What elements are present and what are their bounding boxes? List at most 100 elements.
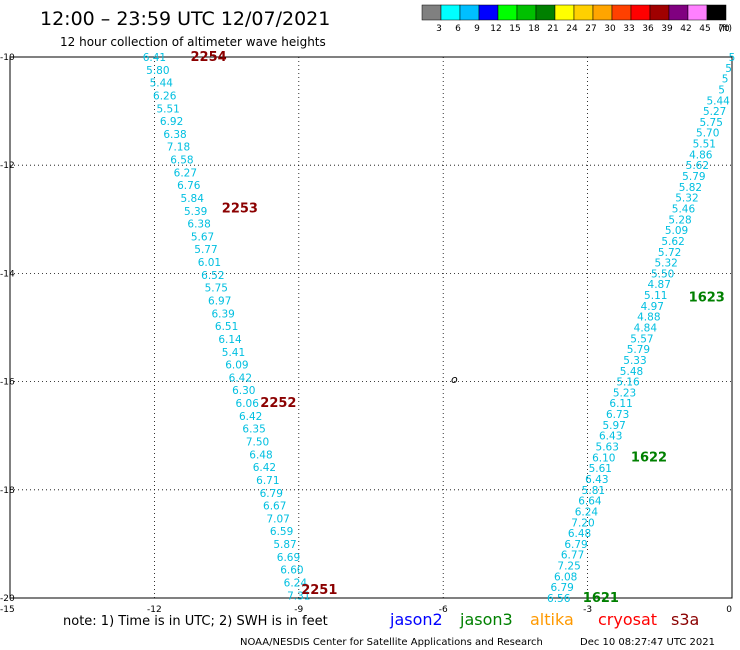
colorbar-swatch bbox=[554, 4, 575, 21]
swh-value: 5 bbox=[725, 63, 732, 75]
colorbar-label: 30 bbox=[604, 24, 616, 34]
swh-value: 6.06 bbox=[236, 398, 260, 410]
swh-value: 5.75 bbox=[700, 117, 723, 129]
swh-value: 6.43 bbox=[585, 474, 608, 486]
swh-value: 7.07 bbox=[266, 513, 289, 525]
colorbar-label: 27 bbox=[585, 24, 596, 34]
swh-value: 6.26 bbox=[153, 90, 177, 102]
swh-value: 6.92 bbox=[160, 116, 183, 128]
swh-value: 5.51 bbox=[693, 139, 716, 151]
swh-value: 6.38 bbox=[163, 129, 186, 141]
swh-value: 6.01 bbox=[198, 257, 221, 269]
swh-value: 6.43 bbox=[599, 431, 622, 443]
swh-value: 5.51 bbox=[156, 103, 179, 115]
swh-value: 6.42 bbox=[253, 462, 276, 474]
time-label: 1621 bbox=[583, 591, 619, 606]
colorbar-swatch bbox=[611, 4, 632, 21]
swh-value: 6.35 bbox=[242, 424, 265, 436]
swh-value: 6.56 bbox=[547, 593, 571, 605]
swh-value: 4.86 bbox=[689, 149, 713, 161]
time-label: 2254 bbox=[191, 50, 227, 65]
swh-value: 5.39 bbox=[184, 206, 207, 218]
colorbar-label: 39 bbox=[661, 24, 673, 34]
y-tick-label: -16 bbox=[0, 378, 15, 388]
colorbar-label: 15 bbox=[509, 24, 520, 34]
satellite-legend: jason2 jason3 altika cryosat s3a bbox=[389, 610, 699, 629]
swh-value: 6.14 bbox=[218, 334, 242, 346]
swh-value: 6.24 bbox=[284, 577, 308, 589]
colorbar-swatch bbox=[440, 4, 461, 21]
swh-value: 5.79 bbox=[627, 344, 650, 356]
colorbar-label: 18 bbox=[528, 24, 540, 34]
y-tick-label: -20 bbox=[0, 594, 15, 604]
swh-value: 5.82 bbox=[679, 182, 702, 194]
swh-value: 6.09 bbox=[225, 360, 248, 372]
swh-value: 5.75 bbox=[205, 283, 228, 295]
swh-value: 5.57 bbox=[630, 333, 653, 345]
swh-value: 5.87 bbox=[273, 539, 296, 551]
swh-value: 5.28 bbox=[668, 214, 691, 226]
colorbar-swatch bbox=[573, 4, 594, 21]
colorbar-legend: 3 6 9 12 15 18 21 24 27 30 33 36 39 42 45 70(ft) bbox=[421, 4, 732, 34]
satellite-jason2: jason2 bbox=[389, 610, 443, 629]
time-label: 1622 bbox=[631, 450, 667, 465]
colorbar-label: 24 bbox=[566, 24, 578, 34]
swh-value: 6.71 bbox=[256, 475, 279, 487]
swh-value: 6.77 bbox=[561, 550, 584, 562]
swh-value: 6.64 bbox=[578, 496, 602, 508]
swh-value: 6.73 bbox=[606, 409, 629, 421]
swh-value: 6.76 bbox=[177, 180, 201, 192]
colorbar-swatch bbox=[497, 4, 518, 21]
swh-value: 6.79 bbox=[260, 488, 283, 500]
swh-value: 5.23 bbox=[613, 387, 636, 399]
colorbar-unit: (ft) bbox=[718, 24, 732, 34]
colorbar-label: 45 bbox=[699, 24, 710, 34]
satellite-cryosat: cryosat bbox=[598, 610, 657, 629]
swh-value: 6.51 bbox=[215, 321, 238, 333]
x-tick-label: -9 bbox=[294, 605, 303, 615]
colorbar-swatch bbox=[592, 4, 613, 21]
swh-value: 6.48 bbox=[568, 528, 591, 540]
swh-value: 5.48 bbox=[620, 366, 643, 378]
x-tick-label: 0 bbox=[726, 605, 732, 615]
satellite-s3a: s3a bbox=[671, 610, 699, 629]
colorbar-swatch bbox=[421, 4, 442, 21]
timestamp-text: Dec 10 08:27:47 UTC 2021 bbox=[580, 637, 715, 648]
swh-value: 7.18 bbox=[167, 142, 190, 154]
swh-value: 7.50 bbox=[246, 436, 269, 448]
credit-text: NOAA/NESDIS Center for Satellite Applica… bbox=[240, 637, 543, 648]
swh-value: 5.50 bbox=[651, 268, 674, 280]
swh-value: 6.30 bbox=[232, 385, 255, 397]
footer-note: note: 1) Time is in UTC; 2) SWH is in fe… bbox=[63, 614, 328, 629]
chart-title: 12:00 – 23:59 UTC 12/07/2021 bbox=[40, 8, 330, 30]
x-tick-label: -12 bbox=[147, 605, 162, 615]
y-tick-label: -18 bbox=[0, 486, 15, 496]
colorbar-label: 12 bbox=[490, 24, 501, 34]
island-marker: o bbox=[451, 373, 458, 386]
swh-value: 5.61 bbox=[589, 463, 612, 475]
swh-value: 5.09 bbox=[665, 225, 688, 237]
chart-subtitle: 12 hour collection of altimeter wave hei… bbox=[60, 35, 326, 49]
swh-value: 5.44 bbox=[150, 78, 174, 90]
colorbar-swatch bbox=[459, 4, 480, 21]
colorbar-label: 42 bbox=[680, 24, 691, 34]
swh-value: 6.52 bbox=[201, 270, 224, 282]
swh-value: 6.08 bbox=[554, 571, 577, 583]
swh-value: 5.41 bbox=[222, 347, 245, 359]
swh-value: 4.87 bbox=[648, 279, 671, 291]
swh-value: 5 bbox=[722, 74, 729, 86]
colorbar-swatch bbox=[478, 4, 499, 21]
swh-value: 5.72 bbox=[658, 247, 681, 259]
swh-value: 5.33 bbox=[623, 355, 646, 367]
colorbar-label: 70 bbox=[718, 24, 730, 34]
swh-value: 5.97 bbox=[602, 420, 625, 432]
swh-value: 6.79 bbox=[550, 582, 573, 594]
swh-value: 5.62 bbox=[686, 160, 709, 172]
colorbar-swatch bbox=[516, 4, 537, 21]
swh-value: 5.44 bbox=[706, 95, 730, 107]
swh-value: 5.79 bbox=[682, 171, 705, 183]
swh-value: 6.59 bbox=[270, 526, 293, 538]
colorbar-label: 21 bbox=[547, 24, 558, 34]
swh-value: 6.27 bbox=[174, 167, 197, 179]
